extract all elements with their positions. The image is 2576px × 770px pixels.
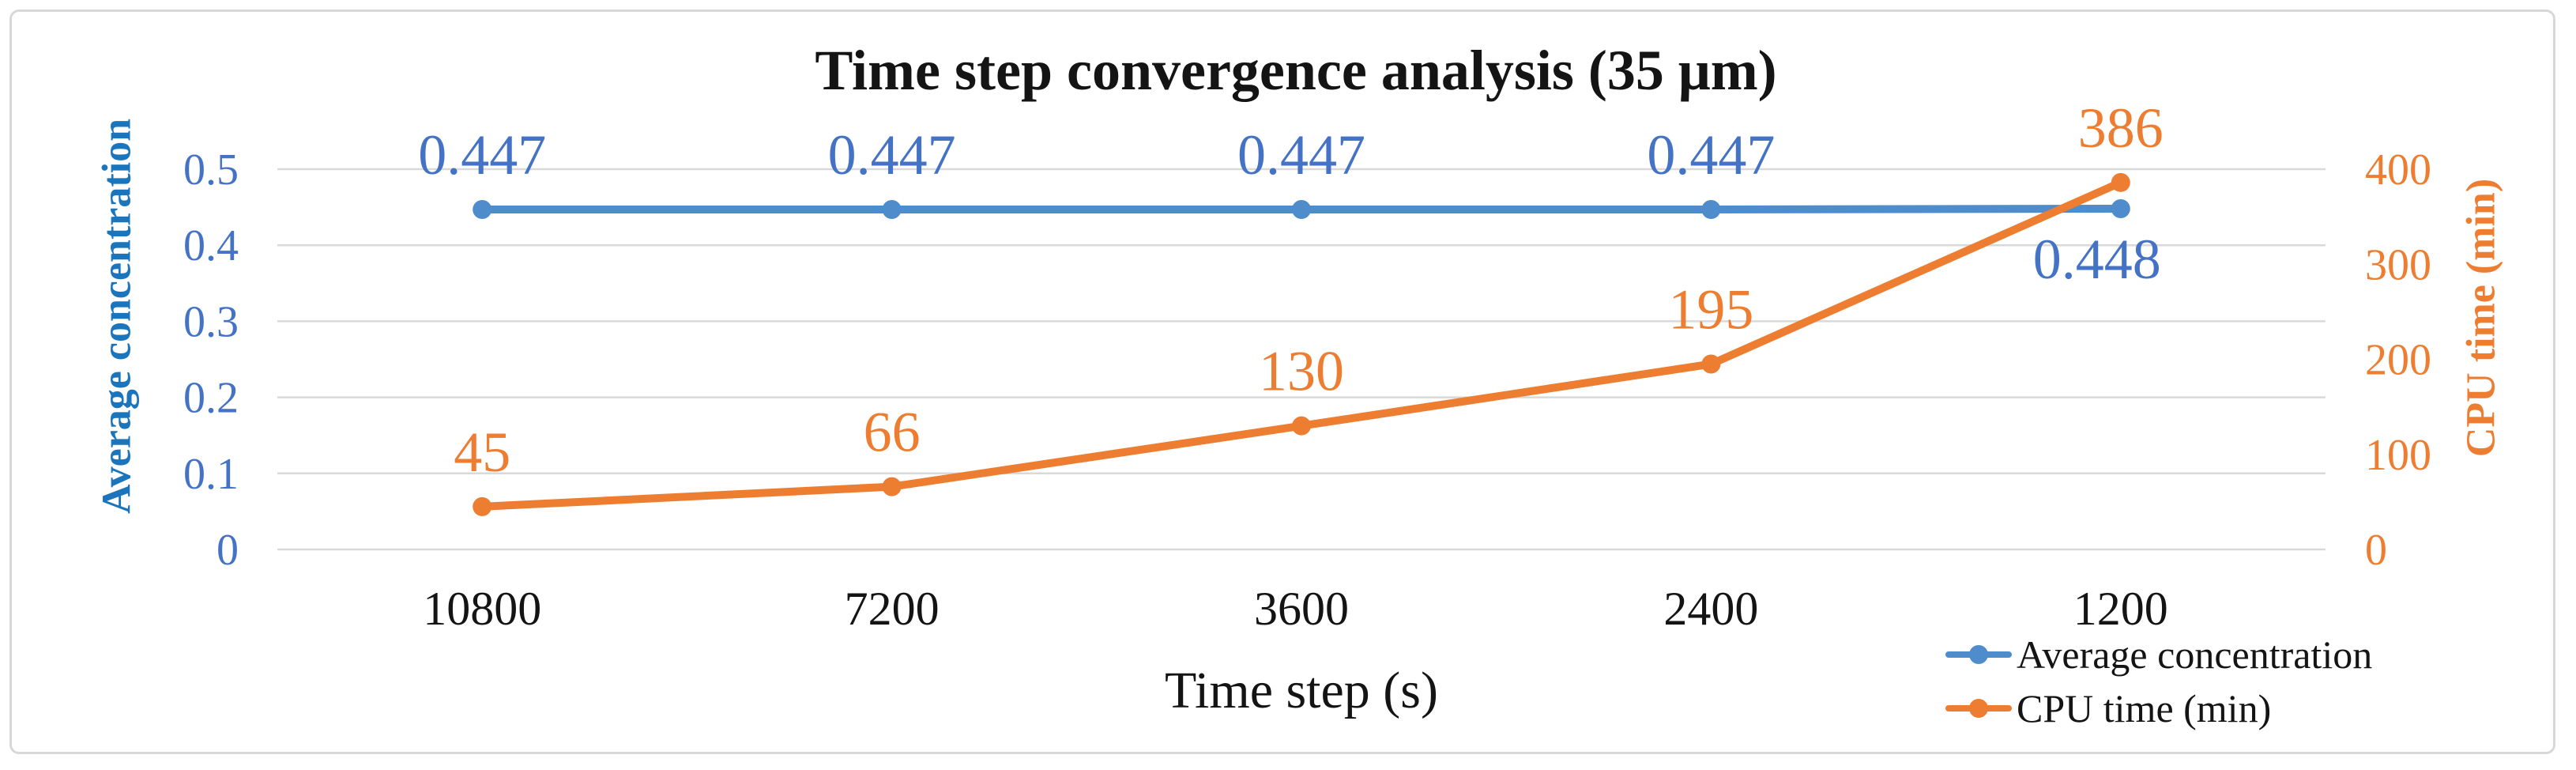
right-axis-tick-label: 400 bbox=[2365, 145, 2431, 194]
chart-title: Time step convergence analysis (35 μm) bbox=[815, 39, 1777, 102]
data-point-cpu-time-min- bbox=[473, 496, 492, 516]
right-axis-tick-label: 100 bbox=[2365, 431, 2431, 480]
left-axis-title: Average concentration bbox=[94, 118, 140, 515]
data-label-average-concentration: 0.447 bbox=[828, 123, 956, 187]
data-point-average-concentration bbox=[1292, 199, 1311, 219]
legend-line-marker-icon bbox=[1945, 698, 2012, 719]
legend-line-marker-icon bbox=[1945, 644, 2012, 665]
data-label-average-concentration: 0.447 bbox=[1237, 123, 1365, 187]
data-label-cpu-time-min-: 195 bbox=[1668, 278, 1753, 342]
x-axis-tick-label: 1200 bbox=[2073, 583, 2168, 635]
data-label-cpu-time-min-: 130 bbox=[1259, 340, 1344, 403]
legend-item-average-concentration: Average concentration bbox=[1945, 632, 2372, 678]
legend-dot bbox=[1969, 645, 1988, 664]
right-axis-tick-label: 300 bbox=[2365, 240, 2431, 289]
data-label-cpu-time-min-: 45 bbox=[454, 421, 510, 484]
right-axis-tick-label: 0 bbox=[2365, 526, 2387, 575]
data-point-cpu-time-min- bbox=[882, 477, 902, 496]
left-axis-tick-label: 0.5 bbox=[183, 145, 239, 194]
data-point-average-concentration bbox=[882, 199, 902, 219]
x-axis-title: Time step (s) bbox=[1165, 662, 1438, 719]
data-label-average-concentration: 0.448 bbox=[2033, 228, 2161, 291]
x-axis-tick-label: 10800 bbox=[423, 583, 541, 635]
data-point-cpu-time-min- bbox=[1701, 354, 1721, 374]
x-axis-tick-label: 7200 bbox=[845, 583, 940, 635]
data-label-cpu-time-min-: 66 bbox=[864, 401, 921, 464]
data-label-average-concentration: 0.447 bbox=[1647, 123, 1775, 187]
data-label-cpu-time-min-: 386 bbox=[2078, 96, 2164, 160]
left-axis-tick-label: 0.1 bbox=[183, 450, 239, 499]
legend: Average concentration CPU time (min) bbox=[1945, 632, 2372, 731]
legend-item-cpu-time: CPU time (min) bbox=[1945, 685, 2372, 731]
legend-dot bbox=[1969, 699, 1988, 718]
left-axis-tick-label: 0.3 bbox=[183, 297, 239, 346]
right-axis-title: CPU time (min) bbox=[2458, 178, 2504, 458]
legend-label: CPU time (min) bbox=[2017, 686, 2272, 730]
x-axis-tick-label: 3600 bbox=[1254, 583, 1349, 635]
left-axis-tick-label: 0.2 bbox=[183, 374, 239, 423]
x-axis-tick-label: 2400 bbox=[1663, 583, 1758, 635]
data-point-cpu-time-min- bbox=[2111, 172, 2130, 192]
legend-label: Average concentration bbox=[2017, 632, 2373, 677]
right-axis-tick-label: 200 bbox=[2365, 336, 2431, 385]
left-axis-tick-label: 0 bbox=[217, 526, 239, 575]
data-point-average-concentration bbox=[473, 199, 492, 219]
data-point-average-concentration bbox=[2111, 199, 2130, 219]
data-point-average-concentration bbox=[1701, 199, 1721, 219]
data-label-average-concentration: 0.447 bbox=[418, 123, 546, 187]
data-point-cpu-time-min- bbox=[1292, 416, 1311, 436]
left-axis-tick-label: 0.4 bbox=[183, 221, 239, 270]
